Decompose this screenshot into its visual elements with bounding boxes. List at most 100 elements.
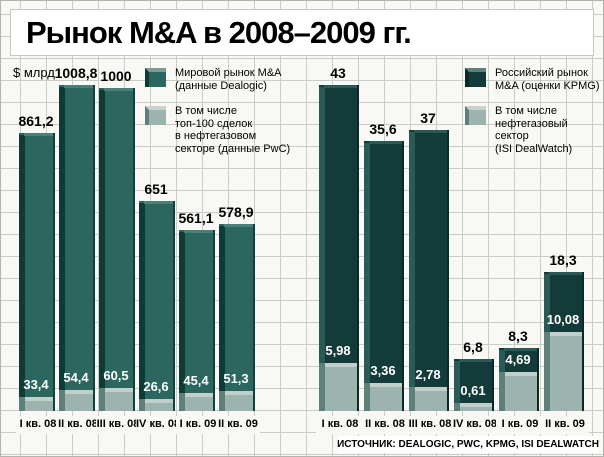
bar-top-face xyxy=(549,272,582,275)
segment-top-face xyxy=(185,393,213,397)
bar-segment-oilgas xyxy=(139,399,173,411)
bar-segment-oilgas xyxy=(319,363,357,411)
bar: 51,3 578,9 xyxy=(218,204,255,411)
segment-top-face xyxy=(415,387,447,391)
bar: 54,4 1008,8 xyxy=(55,65,97,411)
category-label: II кв. 08 xyxy=(361,416,409,434)
bar-value-label: 1008,8 xyxy=(54,65,98,81)
legend-label: В том числе топ-100 сделок в нефтегазово… xyxy=(175,105,291,155)
bar-subvalue-label: 5,98 xyxy=(325,343,351,358)
category-label: III кв. 08 xyxy=(406,416,454,434)
legend-item: Российский рынок M&A (оценки KPMG) xyxy=(465,67,603,92)
bar-subvalue-label: 54,4 xyxy=(63,370,89,385)
bar-segment-oilgas xyxy=(364,383,402,411)
segment-top-face xyxy=(505,372,537,376)
segment-side-face xyxy=(139,399,145,411)
bar-segment-oilgas xyxy=(409,387,447,411)
bar-side-face xyxy=(99,90,105,411)
bar-subvalue-label: 33,4 xyxy=(23,377,49,392)
segment-side-face xyxy=(319,363,325,411)
bar-segment-oilgas xyxy=(499,372,537,411)
bar-value-label: 578,9 xyxy=(218,204,254,220)
legend-swatch-oilgas-icon xyxy=(145,106,166,125)
legend-swatch-oilgas-icon xyxy=(465,106,486,125)
bar-subvalue-label: 60,5 xyxy=(103,368,129,383)
category-label: III кв. 08 xyxy=(96,416,140,434)
segment-top-face xyxy=(460,403,492,407)
bar-side-face xyxy=(409,132,415,411)
page-title: Рынок M&A в 2008–2009 гг. xyxy=(26,14,412,50)
bar-value-label: 651 xyxy=(144,181,168,197)
bar-segment-oilgas xyxy=(59,390,93,411)
legend-item: В том числе топ-100 сделок в нефтегазово… xyxy=(145,105,315,155)
segment-top-face xyxy=(370,383,402,387)
bar-segment-oilgas xyxy=(99,388,133,411)
category-label: IV кв. 08 xyxy=(136,416,180,434)
segment-side-face xyxy=(409,387,415,411)
bar-segment-oilgas xyxy=(179,393,213,411)
bar-value-label: 861,2 xyxy=(18,113,54,129)
bar-subvalue-label: 51,3 xyxy=(223,371,249,386)
segment-side-face xyxy=(499,372,505,411)
russian-chart-category-axis: I кв. 08 II кв. 08 III кв. 08 IV кв. 08 I кв… xyxy=(316,416,589,434)
category-label: II кв. 08 xyxy=(56,416,100,434)
segment-side-face xyxy=(19,397,25,411)
bar-top-face xyxy=(369,141,402,144)
bar-segment-oilgas xyxy=(454,403,492,411)
legend-world-market: Мировой рынок M&A (данные Dealogic) В то… xyxy=(145,67,315,155)
bar: 26,6 651 xyxy=(139,181,175,411)
bar-top-face xyxy=(459,359,492,362)
bar-top-face xyxy=(224,224,253,227)
bar: 33,4 861,2 xyxy=(18,113,55,411)
segment-side-face xyxy=(544,332,550,411)
legend-swatch-world-icon xyxy=(145,68,166,87)
bar-subvalue-label: 10,08 xyxy=(546,312,580,327)
title-box: Рынок M&A в 2008–2009 гг. xyxy=(10,9,594,56)
legend-label: В том числе нефтегазовый сектор (ISI Dea… xyxy=(495,105,573,155)
bar-side-face xyxy=(19,135,25,411)
bar-side-face xyxy=(179,232,185,411)
segment-top-face xyxy=(145,399,173,403)
segment-top-face xyxy=(105,388,133,392)
bar: 2,78 37 xyxy=(409,110,449,411)
bar-subvalue-label: 2,78 xyxy=(415,367,441,382)
bar-value-label: 35,6 xyxy=(369,121,397,137)
category-label: II кв. 09 xyxy=(216,416,260,434)
bar: 0,61 6,8 xyxy=(454,339,494,411)
bar-value-label: 1000 xyxy=(100,68,132,84)
category-label: I кв. 09 xyxy=(176,416,220,434)
segment-top-face xyxy=(225,391,253,395)
bar-top-face xyxy=(414,130,447,133)
category-label: IV кв. 08 xyxy=(451,416,499,434)
bar-side-face xyxy=(219,226,225,411)
bar-side-face xyxy=(319,87,325,411)
bar-value-label: 561,1 xyxy=(178,210,214,226)
bar-subvalue-label: 26,6 xyxy=(143,379,169,394)
category-label: I кв. 09 xyxy=(496,416,544,434)
russian-market-chart: 5,98 43 3,36 35,6 2,78 37 0,61 6,8 4,69 8,3 10,08 1… xyxy=(319,61,589,411)
segment-side-face xyxy=(364,383,370,411)
bar-top-face xyxy=(324,85,357,88)
bar: 60,5 1000 xyxy=(99,68,135,411)
legend-russian-market: Российский рынок M&A (оценки KPMG) В том… xyxy=(465,67,603,155)
segment-side-face xyxy=(99,388,105,411)
source-box: ИСТОЧНИК: DEALOGIC, PWC, KPMG, ISI DEALW… xyxy=(337,436,599,453)
bar-side-face xyxy=(364,143,370,411)
category-label: I кв. 08 xyxy=(16,416,60,434)
bar-subvalue-label: 0,61 xyxy=(460,383,486,398)
bar-value-label: 18,3 xyxy=(549,252,577,268)
bar-side-face xyxy=(139,203,145,411)
segment-side-face xyxy=(179,393,185,411)
bar-subvalue-label: 4,69 xyxy=(505,352,531,367)
y-axis-label: $ млрд xyxy=(13,65,55,80)
legend-item: Мировой рынок M&A (данные Dealogic) xyxy=(145,67,315,92)
segment-side-face xyxy=(219,391,225,411)
bar-top-face xyxy=(184,230,213,233)
bar-side-face xyxy=(59,87,65,411)
bar-top-face xyxy=(144,201,173,204)
category-label: II кв. 09 xyxy=(541,416,589,434)
bar: 10,08 18,3 xyxy=(544,252,584,411)
segment-top-face xyxy=(325,363,357,367)
bar-top-face xyxy=(24,133,53,136)
bar: 4,69 8,3 xyxy=(499,328,539,411)
